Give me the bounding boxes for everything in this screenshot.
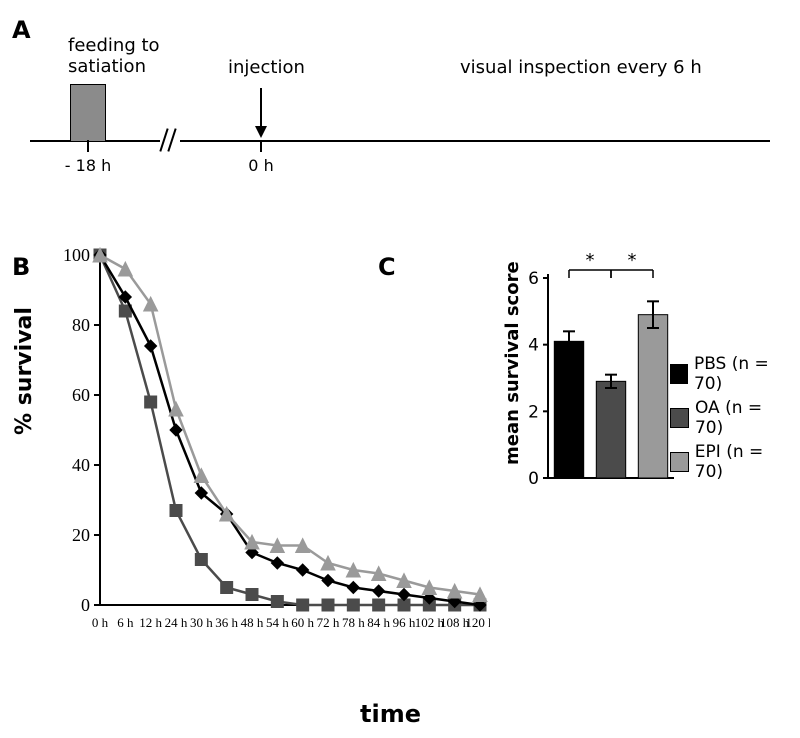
svg-text:48 h: 48 h [241,615,264,630]
svg-text:30 h: 30 h [190,615,213,630]
svg-text:60 h: 60 h [291,615,314,630]
panel-b-svg: 0 20 40 60 80 100 0 h 6 h 12 h24 h30 h36 h48 h54… [40,245,490,675]
svg-text:36 h: 36 h [215,615,238,630]
svg-text:0: 0 [81,595,90,615]
injection-label: injection [228,58,305,79]
legend-item-pbs: PBS (n = 70) [670,354,790,394]
svg-text:4: 4 [528,336,539,356]
legend-label-pbs: PBS (n = 70) [694,354,790,394]
svg-text:0 h: 0 h [92,615,109,630]
injection-arrow [260,88,262,136]
legend-swatch-epi [670,452,689,472]
panel-label-a: A [12,16,31,44]
svg-text:40: 40 [72,455,90,475]
svg-text:78 h: 78 h [342,615,365,630]
timeline-axis [30,140,770,142]
svg-text:100: 100 [63,245,90,265]
svg-text:0: 0 [528,469,539,489]
svg-text:24 h: 24 h [165,615,188,630]
panel-c-svg: 0 2 4 6 * * [500,250,680,490]
legend-label-oa: OA (n = 70) [695,398,790,438]
svg-text:2: 2 [528,402,539,422]
panel-a-timeline: - 18 h feeding to satiation 0 h injectio… [30,40,770,190]
svg-text:120 h: 120 h [465,615,490,630]
svg-text:6: 6 [528,269,539,289]
svg-text:80: 80 [72,315,90,335]
svg-text:*: * [628,250,637,271]
tick-label-zero: 0 h [248,156,273,175]
legend-swatch-oa [670,408,689,428]
panel-b-ylabel: % survival [12,307,37,435]
tick-label-minus18: - 18 h [65,156,111,175]
svg-text:6 h: 6 h [117,615,134,630]
figure-root: A B C - 18 h feeding to satiation 0 h in… [0,0,800,738]
inspection-label: visual inspection every 6 h [460,58,702,79]
svg-text:96 h: 96 h [393,615,416,630]
legend-swatch-pbs [670,364,688,384]
legend-item-epi: EPI (n = 70) [670,442,790,482]
legend: PBS (n = 70) OA (n = 70) EPI (n = 70) [670,350,790,486]
feeding-box [70,84,106,142]
svg-text:84 h: 84 h [367,615,390,630]
svg-text:72 h: 72 h [317,615,340,630]
legend-label-epi: EPI (n = 70) [695,442,790,482]
panel-c-bar-chart: mean survival score 0246** PBS (n = 70) … [500,250,790,510]
legend-item-oa: OA (n = 70) [670,398,790,438]
panel-b-xlabel: time [360,700,421,728]
svg-text:20: 20 [72,525,90,545]
svg-text:54 h: 54 h [266,615,289,630]
timeline-break [160,128,180,154]
svg-text:*: * [586,250,595,271]
panel-b-survival-chart: % survival 0204060801000 h6 h12 h24 h30 … [40,245,490,695]
feeding-label: feeding to satiation [68,36,178,77]
svg-text:12 h: 12 h [139,615,162,630]
panel-label-b: B [12,253,30,281]
tick-minus18 [87,140,89,152]
svg-text:60: 60 [72,385,90,405]
tick-zero [260,140,262,152]
